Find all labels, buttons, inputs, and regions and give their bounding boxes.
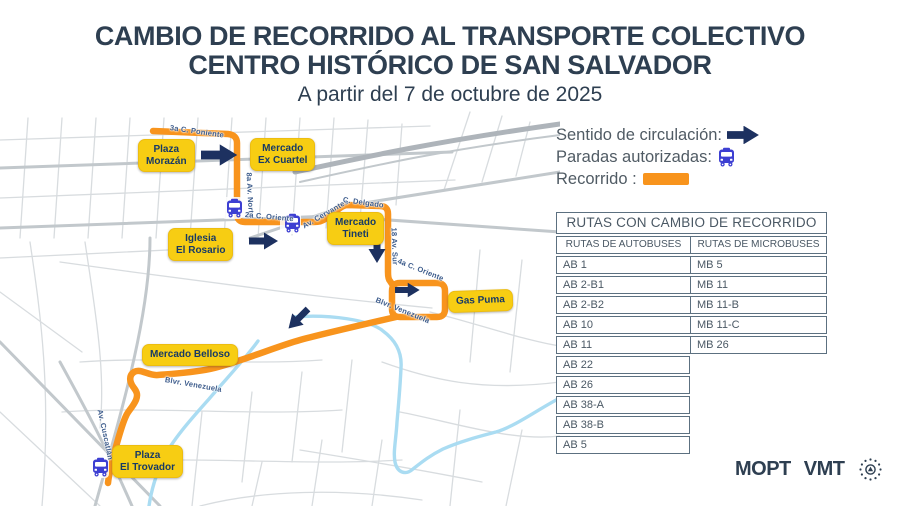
legend-route-row: Recorrido : <box>556 168 762 190</box>
highway <box>292 121 560 183</box>
table-row: AB 5 <box>556 436 690 454</box>
header: CAMBIO DE RECORRIDO AL TRANSPORTE COLECT… <box>0 22 900 108</box>
mopt-logo: MOPT <box>735 458 791 480</box>
page-subtitle: A partir del 7 de octubre de 2025 <box>297 83 603 106</box>
bus-stops <box>88 197 301 478</box>
place-label-mercado-tineti: Mercado Tineti <box>327 212 385 245</box>
arrow-right-icon <box>201 144 238 166</box>
footer-logos: MOPT VMT <box>735 457 883 482</box>
mb-route-cell: MB 11-C <box>697 319 740 331</box>
col-header-autobuses: RUTAS DE AUTOBUSES <box>557 237 691 253</box>
routes-table-title: RUTAS CON CAMBIO DE RECORRIDO <box>556 212 827 234</box>
government-seal-icon <box>858 458 882 481</box>
table-row: AB 26 <box>556 376 690 394</box>
legend-stops-label: Paradas autorizadas: <box>556 147 712 166</box>
place-label-plaza-morazan: Plaza Morazán <box>138 139 195 172</box>
ab-route-cell: AB 5 <box>563 439 587 451</box>
routes-table-header-row: RUTAS DE AUTOBUSES RUTAS DE MICROBUSES <box>556 236 827 254</box>
mb-route-cell: MB 5 <box>697 259 723 271</box>
ab-route-cell: AB 11 <box>557 337 691 353</box>
main-roads <box>0 150 560 506</box>
direction-arrow-icon <box>727 126 759 144</box>
col-header-microbuses: RUTAS DE MICROBUSES <box>697 239 820 250</box>
table-row: AB 22 <box>556 356 690 374</box>
routes-table: RUTAS CON CAMBIO DE RECORRIDO RUTAS DE A… <box>556 212 827 456</box>
route-map: 3a C. Poniente 8a Av. Norte 2a C. Orient… <box>0 110 560 506</box>
ab-route-cell: AB 38-B <box>563 419 604 431</box>
table-row: AB 38-B <box>556 416 690 434</box>
ab-route-cell: AB 22 <box>563 359 593 371</box>
page-title-line1: CAMBIO DE RECORRIDO AL TRANSPORTE COLECT… <box>94 21 806 51</box>
place-label-plaza-el-trovador: Plaza El Trovador <box>112 445 184 478</box>
table-row: AB 2-B2 MB 11-B <box>556 296 827 314</box>
ab-route-cell: AB 10 <box>557 317 691 333</box>
mb-route-cell: MB 11-B <box>697 299 739 311</box>
table-row: AB 38-A <box>556 396 690 414</box>
place-label-mercado-ex-cuartel: Mercado Ex Cuartel <box>250 138 316 171</box>
ab-route-cell: AB 38-A <box>563 399 604 411</box>
ab-route-cell: AB 2-B2 <box>557 297 691 313</box>
table-row: AB 1 MB 5 <box>556 256 827 274</box>
page-title-line2: CENTRO HISTÓRICO DE SAN SALVADOR <box>188 50 712 80</box>
bus-stop-icon <box>718 147 734 167</box>
map-graphics <box>0 111 560 506</box>
vmt-logo: VMT <box>803 458 845 480</box>
legend: Sentido de circulación: Paradas autoriza… <box>556 124 762 190</box>
legend-route-label: Recorrido : <box>556 169 637 188</box>
place-label-iglesia-el-rosario: Iglesia El Rosario <box>168 228 234 261</box>
mb-route-cell: MB 26 <box>697 339 729 351</box>
ab-route-cell: AB 26 <box>563 379 593 391</box>
legend-stops-row: Paradas autorizadas: <box>556 146 762 168</box>
legend-direction-row: Sentido de circulación: <box>556 124 762 146</box>
table-row: AB 10 MB 11-C <box>556 316 827 334</box>
table-row: AB 2-B1 MB 11 <box>556 276 827 294</box>
mb-route-cell: MB 11 <box>697 279 728 291</box>
table-row: AB 11 MB 26 <box>556 336 827 354</box>
ab-route-cell: AB 1 <box>557 257 691 273</box>
route-color-swatch <box>642 173 689 185</box>
place-label-gas-puma: Gas Puma <box>447 288 514 313</box>
arrow-southwest-icon <box>282 303 314 335</box>
legend-direction-label: Sentido de circulación: <box>556 125 723 144</box>
place-label-mercado-belloso: Mercado Belloso <box>142 344 239 366</box>
river <box>147 314 560 506</box>
ab-route-cell: AB 2-B1 <box>557 277 691 293</box>
arrow-right-icon <box>249 232 278 250</box>
